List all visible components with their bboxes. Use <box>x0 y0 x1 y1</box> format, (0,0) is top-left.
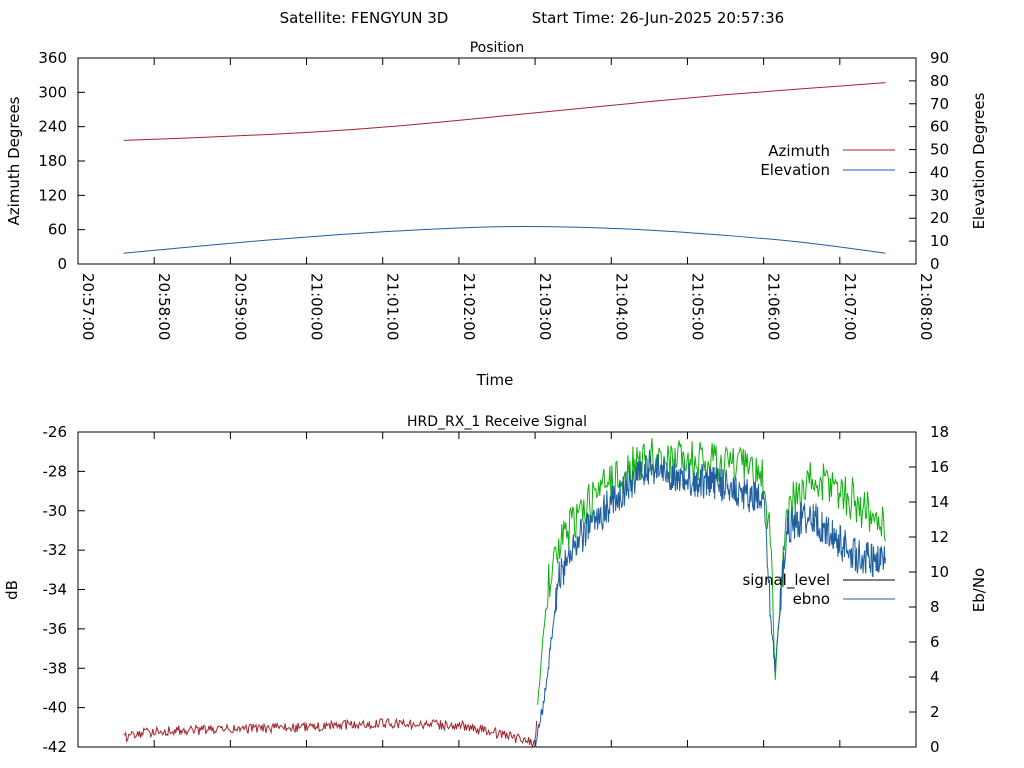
signal-chart: HRD_RX_1 Receive Signal dB Eb/No -42-40-… <box>3 414 988 756</box>
ebno-tick-label: 0 <box>930 738 940 756</box>
elevation-tick-label: 40 <box>930 163 949 181</box>
ebno-tick-label: 2 <box>930 703 940 721</box>
signal-plot-frame <box>77 431 917 748</box>
ebno-tick-label: 8 <box>930 598 940 616</box>
position-ticks: 0 60 120 180 240 300 360 0 10 20 30 40 50 60 70 80 90 20:… <box>38 49 949 340</box>
signal-series <box>123 438 886 749</box>
signal-level-line-low <box>123 717 538 749</box>
azimuth-tick-label: 360 <box>38 49 67 67</box>
elevation-tick-label: 70 <box>930 95 949 113</box>
position-chart: Position Azimuth Degrees Elevation Degre… <box>5 40 988 389</box>
db-axis-label: dB <box>3 580 21 600</box>
azimuth-axis-label: Azimuth Degrees <box>5 96 23 225</box>
azimuth-tick-label: 300 <box>38 83 67 101</box>
db-tick-label: -32 <box>43 541 68 559</box>
signal-level-line-high <box>537 438 886 705</box>
time-tick-label: 21:08:00 <box>917 273 935 340</box>
azimuth-tick-label: 0 <box>57 255 67 273</box>
position-series <box>123 82 886 254</box>
azimuth-tick-label: 120 <box>38 186 67 204</box>
legend-elevation-label: Elevation <box>760 161 830 179</box>
time-tick-label: 20:57:00 <box>79 273 97 340</box>
elevation-tick-label: 20 <box>930 209 949 227</box>
ebno-tick-label: 14 <box>930 493 949 511</box>
elevation-tick-label: 90 <box>930 49 949 67</box>
elevation-line <box>123 226 886 254</box>
position-chart-title: Position <box>470 40 525 56</box>
elevation-tick-label: 60 <box>930 118 949 136</box>
legend-ebno-label: ebno <box>793 590 830 608</box>
ebno-tick-label: 4 <box>930 668 940 686</box>
db-tick-label: -40 <box>43 699 68 717</box>
ebno-tick-label: 6 <box>930 633 940 651</box>
db-tick-label: -30 <box>43 502 68 520</box>
db-tick-label: -42 <box>43 738 68 756</box>
time-tick-label: 21:04:00 <box>612 273 630 340</box>
elevation-tick-label: 50 <box>930 141 949 159</box>
ebno-tick-label: 10 <box>930 563 949 581</box>
legend-signal-level-label: signal_level <box>742 571 830 590</box>
time-tick-label: 21:01:00 <box>384 273 402 340</box>
elevation-tick-label: 0 <box>930 255 940 273</box>
elevation-tick-label: 10 <box>930 232 949 250</box>
db-tick-label: -34 <box>43 581 68 599</box>
elevation-axis-label: Elevation Degrees <box>970 92 988 229</box>
start-time-label: Start Time: 26-Jun-2025 20:57:36 <box>532 9 784 27</box>
time-tick-label: 20:59:00 <box>231 273 249 340</box>
satellite-label: Satellite: FENGYUN 3D <box>280 9 449 27</box>
db-tick-label: -28 <box>43 462 68 480</box>
elevation-tick-label: 30 <box>930 186 949 204</box>
ebno-tick-label: 16 <box>930 458 949 476</box>
signal-ticks: -42 -40 -38 -36 -34 -32 -30 -28 -26 0 2 4 6 8 10 12 14 16… <box>43 423 950 756</box>
db-tick-label: -26 <box>43 423 68 441</box>
db-tick-label: -38 <box>43 659 68 677</box>
azimuth-tick-label: 60 <box>48 221 67 239</box>
time-tick-label: 21:00:00 <box>308 273 326 340</box>
position-legend: Azimuth Elevation <box>760 142 895 179</box>
ebno-tick-label: 12 <box>930 528 949 546</box>
signal-chart-title: HRD_RX_1 Receive Signal <box>407 414 587 430</box>
time-axis-label: Time <box>476 371 514 389</box>
ebno-line <box>535 449 886 748</box>
time-tick-label: 21:06:00 <box>765 273 783 340</box>
legend-azimuth-label: Azimuth <box>768 142 830 160</box>
time-tick-label: 20:58:00 <box>155 273 173 340</box>
time-tick-label: 21:05:00 <box>688 273 706 340</box>
elevation-tick-label: 80 <box>930 72 949 90</box>
azimuth-line <box>123 82 886 141</box>
ebno-axis-label: Eb/No <box>970 568 988 612</box>
ebno-tick-label: 18 <box>930 423 949 441</box>
time-tick-label: 21:07:00 <box>841 273 859 340</box>
azimuth-tick-label: 240 <box>38 118 67 136</box>
azimuth-tick-label: 180 <box>38 152 67 170</box>
time-tick-label: 21:02:00 <box>460 273 478 340</box>
db-tick-label: -36 <box>43 620 68 638</box>
signal-legend: signal_level ebno <box>742 571 895 608</box>
time-tick-label: 21:03:00 <box>536 273 554 340</box>
